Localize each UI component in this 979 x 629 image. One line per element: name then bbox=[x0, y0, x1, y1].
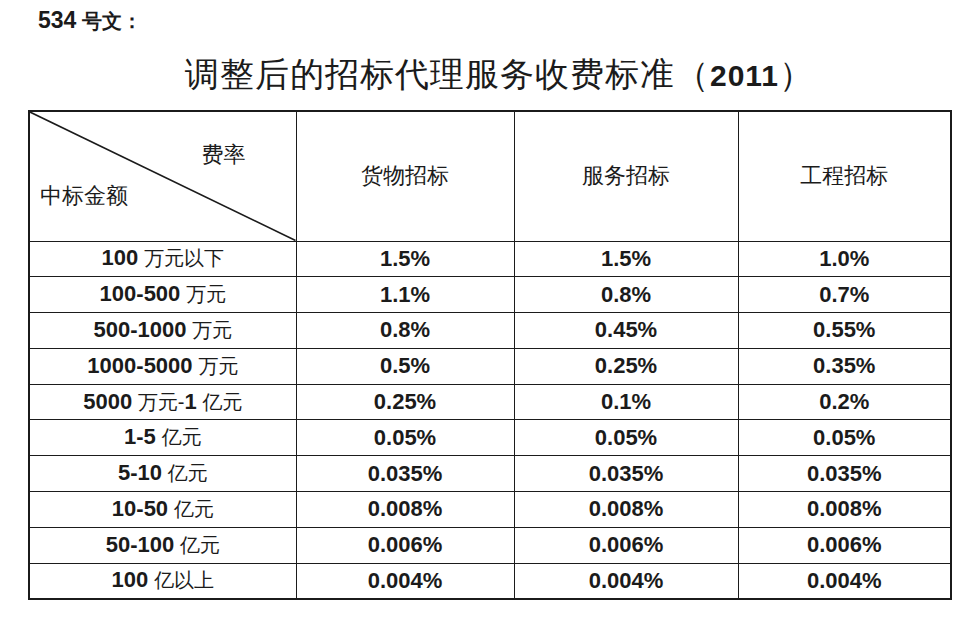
rate-cell: 0.004% bbox=[296, 563, 514, 599]
table-row: 10-50 亿元 0.008% 0.008% 0.008% bbox=[29, 492, 951, 528]
column-header-engineering: 工程招标 bbox=[738, 111, 951, 241]
page-title: 调整后的招标代理服务收费标准（2011） bbox=[10, 52, 979, 98]
table-row: 100 万元以下 1.5% 1.5% 1.0% bbox=[29, 241, 951, 277]
amount-cell: 100 亿以上 bbox=[29, 563, 296, 599]
rate-cell: 0.006% bbox=[514, 527, 738, 563]
amount-cell: 1-5 亿元 bbox=[29, 420, 296, 456]
rate-cell: 0.1% bbox=[514, 384, 738, 420]
rate-cell: 0.006% bbox=[296, 527, 514, 563]
corner-label-rate: 费率 bbox=[202, 140, 246, 170]
fee-table: 费率 中标金额 货物招标 服务招标 工程招标 100 万元以下 1.5% 1.5… bbox=[28, 110, 952, 600]
table-row: 100-500 万元 1.1% 0.8% 0.7% bbox=[29, 277, 951, 313]
rate-cell: 0.004% bbox=[738, 563, 951, 599]
table-row: 50-100 亿元 0.006% 0.006% 0.006% bbox=[29, 527, 951, 563]
header-row: 费率 中标金额 货物招标 服务招标 工程招标 bbox=[29, 111, 951, 241]
amount-cell: 100 万元以下 bbox=[29, 241, 296, 277]
rate-cell: 0.05% bbox=[738, 420, 951, 456]
rate-cell: 0.55% bbox=[738, 313, 951, 349]
rate-cell: 1.5% bbox=[514, 241, 738, 277]
table-row: 100 亿以上 0.004% 0.004% 0.004% bbox=[29, 563, 951, 599]
amount-cell: 5-10 亿元 bbox=[29, 456, 296, 492]
amount-cell: 500-1000 万元 bbox=[29, 313, 296, 349]
rate-cell: 0.035% bbox=[514, 456, 738, 492]
rate-cell: 1.1% bbox=[296, 277, 514, 313]
rate-cell: 0.25% bbox=[514, 348, 738, 384]
rate-cell: 0.05% bbox=[296, 420, 514, 456]
column-header-goods: 货物招标 bbox=[296, 111, 514, 241]
rate-cell: 0.2% bbox=[738, 384, 951, 420]
table-row: 5-10 亿元 0.035% 0.035% 0.035% bbox=[29, 456, 951, 492]
rate-cell: 0.008% bbox=[514, 492, 738, 528]
rate-cell: 0.05% bbox=[514, 420, 738, 456]
amount-cell: 10-50 亿元 bbox=[29, 492, 296, 528]
amount-cell: 50-100 亿元 bbox=[29, 527, 296, 563]
rate-cell: 0.7% bbox=[738, 277, 951, 313]
rate-cell: 0.35% bbox=[738, 348, 951, 384]
rate-cell: 0.004% bbox=[514, 563, 738, 599]
rate-cell: 0.008% bbox=[738, 492, 951, 528]
amount-cell: 1000-5000 万元 bbox=[29, 348, 296, 384]
rate-cell: 0.8% bbox=[514, 277, 738, 313]
corner-header-cell: 费率 中标金额 bbox=[29, 111, 296, 241]
doc-number-label: 534 号文： bbox=[38, 7, 142, 35]
rate-cell: 1.5% bbox=[296, 241, 514, 277]
amount-cell: 100-500 万元 bbox=[29, 277, 296, 313]
rate-cell: 0.008% bbox=[296, 492, 514, 528]
table-row: 5000 万元-1 亿元 0.25% 0.1% 0.2% bbox=[29, 384, 951, 420]
rate-cell: 0.035% bbox=[738, 456, 951, 492]
rate-cell: 0.035% bbox=[296, 456, 514, 492]
amount-cell: 5000 万元-1 亿元 bbox=[29, 384, 296, 420]
rate-cell: 0.5% bbox=[296, 348, 514, 384]
table-row: 1000-5000 万元 0.5% 0.25% 0.35% bbox=[29, 348, 951, 384]
rate-cell: 0.25% bbox=[296, 384, 514, 420]
table-row: 500-1000 万元 0.8% 0.45% 0.55% bbox=[29, 313, 951, 349]
diagonal-line bbox=[30, 112, 296, 241]
column-header-service: 服务招标 bbox=[514, 111, 738, 241]
rate-cell: 0.45% bbox=[514, 313, 738, 349]
table-row: 1-5 亿元 0.05% 0.05% 0.05% bbox=[29, 420, 951, 456]
rate-cell: 1.0% bbox=[738, 241, 951, 277]
corner-label-amount: 中标金额 bbox=[40, 181, 128, 211]
rate-cell: 0.8% bbox=[296, 313, 514, 349]
rate-cell: 0.006% bbox=[738, 527, 951, 563]
